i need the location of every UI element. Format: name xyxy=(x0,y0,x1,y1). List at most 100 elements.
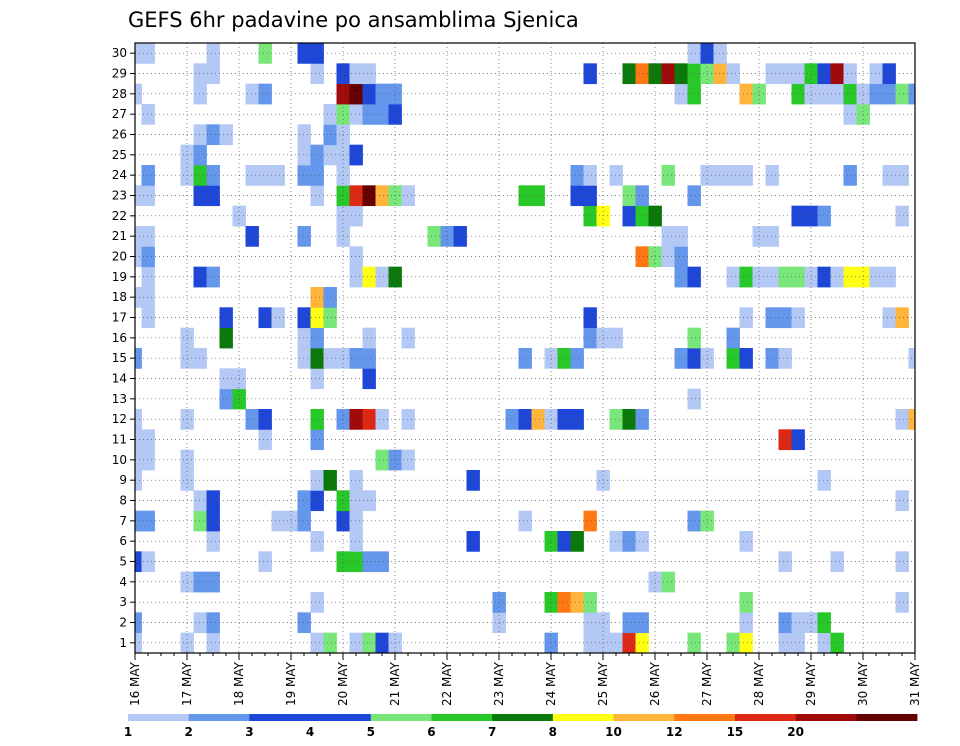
cell-m15-t49 xyxy=(765,348,779,369)
cell-m24-t14 xyxy=(310,165,324,186)
cell-m5-t17 xyxy=(349,551,363,573)
y-tick-label: 4 xyxy=(119,575,127,589)
y-tick-label: 12 xyxy=(112,412,127,426)
cell-m29-t17 xyxy=(349,63,363,85)
cell-m14-t18 xyxy=(362,368,376,390)
cell-m19-t47 xyxy=(739,266,753,288)
cell-m29-t54 xyxy=(830,63,844,85)
colorbar-segment xyxy=(249,714,311,721)
y-tick-label: 24 xyxy=(112,168,127,182)
y-tick-label: 7 xyxy=(119,514,127,528)
cell-m19-t57 xyxy=(869,266,883,288)
cell-m5-t18 xyxy=(362,551,376,573)
cell-m6-t34 xyxy=(570,531,584,552)
cell-m9-t17 xyxy=(349,470,363,491)
cell-m9-t0 xyxy=(135,470,142,491)
colorbar-tick-label: 12 xyxy=(666,725,683,739)
x-tick-label: 23 MAY xyxy=(492,661,506,706)
cell-m3-t33 xyxy=(557,592,571,613)
cell-m12-t18 xyxy=(362,409,376,430)
y-tick-label: 6 xyxy=(119,534,127,548)
cell-m12-t59 xyxy=(895,409,909,430)
y-tick-label: 14 xyxy=(112,372,127,386)
y-tick-label: 21 xyxy=(112,229,127,243)
cell-m23-t6 xyxy=(206,185,220,207)
cell-m19-t43 xyxy=(687,266,701,288)
colorbar: 1 2 3 4 5 6 7 8 10 12 15 20 xyxy=(124,714,918,739)
cell-m28-t55 xyxy=(843,83,857,105)
cell-m4-t6 xyxy=(206,571,220,593)
cell-m27-t1 xyxy=(141,104,155,125)
cell-m12-t19 xyxy=(375,409,389,430)
cell-m28-t18 xyxy=(362,83,376,105)
cell-m12-t29 xyxy=(505,409,519,430)
cell-m29-t41 xyxy=(661,63,675,85)
cell-m22-t51 xyxy=(791,205,805,227)
cell-m23-t43 xyxy=(687,185,701,207)
cell-m24-t59 xyxy=(895,165,909,186)
cell-m8-t13 xyxy=(297,490,311,512)
cell-m23-t34 xyxy=(570,185,584,207)
cell-m29-t18 xyxy=(362,63,376,85)
y-tick-label: 2 xyxy=(119,616,127,630)
cell-m18-t0 xyxy=(135,287,142,308)
colorbar-tick-label: 5 xyxy=(367,725,375,739)
cell-m22-t53 xyxy=(817,205,831,227)
y-tick-label: 28 xyxy=(112,87,127,101)
cell-m1-t6 xyxy=(206,632,220,654)
cell-m6-t33 xyxy=(557,531,571,552)
cell-m24-t45 xyxy=(713,165,727,186)
cell-m28-t42 xyxy=(674,83,688,105)
cell-m5-t1 xyxy=(141,551,155,573)
y-tick-label: 18 xyxy=(112,290,127,304)
cell-m17-t49 xyxy=(765,307,779,329)
cell-m19-t5 xyxy=(193,266,207,288)
cell-m21-t42 xyxy=(674,226,688,247)
cell-m8-t6 xyxy=(206,490,220,512)
cell-m3-t35 xyxy=(583,592,597,613)
cell-m10-t21 xyxy=(401,449,415,471)
cell-m28-t5 xyxy=(193,83,207,105)
cell-m23-t38 xyxy=(622,185,636,207)
cell-m7-t1 xyxy=(141,510,155,532)
cell-m2-t6 xyxy=(206,612,220,634)
colorbar-segment xyxy=(128,714,190,721)
cell-m19-t1 xyxy=(141,266,155,288)
cell-m9-t53 xyxy=(817,470,831,491)
x-tick-label: 27 MAY xyxy=(700,661,714,706)
x-tick-label: 28 MAY xyxy=(752,661,766,706)
cell-m23-t17 xyxy=(349,185,363,207)
cell-m24-t5 xyxy=(193,165,207,186)
cell-m4-t5 xyxy=(193,571,207,593)
cell-m3-t47 xyxy=(739,592,753,613)
cell-m19-t17 xyxy=(349,266,363,288)
chart-title: GEFS 6hr padavine po ansamblima Sjenica xyxy=(128,8,579,32)
y-tick-label: 13 xyxy=(112,392,127,406)
cell-m15-t5 xyxy=(193,348,207,369)
cell-m29-t53 xyxy=(817,63,831,85)
cell-m16-t13 xyxy=(297,327,311,349)
y-tick-label: 29 xyxy=(112,67,127,81)
y-tick-label: 17 xyxy=(112,311,127,325)
x-tick-label: 25 MAY xyxy=(596,661,610,706)
cell-m16-t21 xyxy=(401,327,415,349)
cell-m23-t14 xyxy=(310,185,324,207)
cell-m29-t57 xyxy=(869,63,883,85)
cell-m6-t6 xyxy=(206,531,220,552)
cell-m15-t0 xyxy=(135,348,142,369)
cell-m12-t38 xyxy=(622,409,636,430)
cell-m6-t17 xyxy=(349,531,363,552)
cell-m7-t17 xyxy=(349,510,363,532)
cell-m30-t1 xyxy=(141,43,155,64)
cell-m15-t18 xyxy=(362,348,376,369)
cell-m20-t17 xyxy=(349,246,363,268)
cell-m1-t19 xyxy=(375,632,389,654)
cell-m1-t46 xyxy=(726,632,740,654)
colorbar-tick-label: 15 xyxy=(727,725,744,739)
cell-m16-t43 xyxy=(687,327,701,349)
colorbar-tick-label: 10 xyxy=(605,725,622,739)
cell-m25-t17 xyxy=(349,144,363,166)
cell-m19-t42 xyxy=(674,266,688,288)
cell-m1-t18 xyxy=(362,632,376,654)
cell-m21-t25 xyxy=(453,226,467,247)
